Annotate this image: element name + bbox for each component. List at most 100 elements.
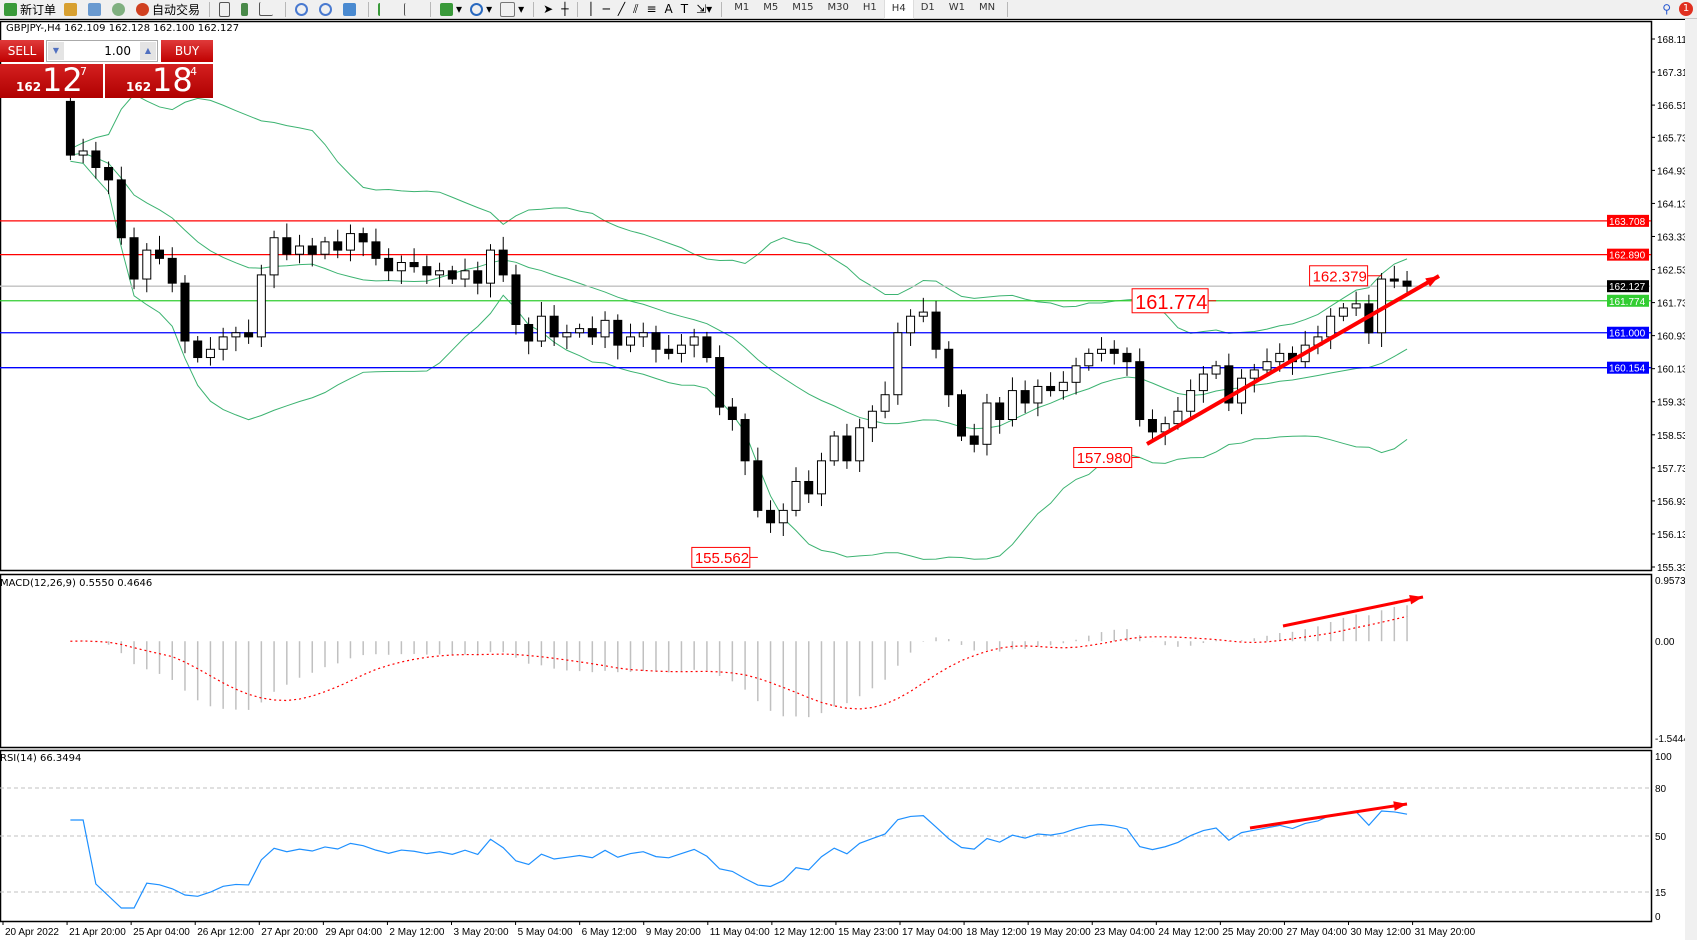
candlestick-button[interactable]	[237, 0, 255, 18]
candle-bullish	[205, 348, 215, 359]
candle-bullish	[918, 311, 928, 317]
text-label-icon: T	[680, 2, 689, 16]
bar-chart-button[interactable]	[215, 0, 237, 18]
bollinger-band-upper	[70, 93, 1408, 334]
price-tick-label: 158.530	[1657, 431, 1694, 442]
timeframe-m5[interactable]: M5	[763, 2, 779, 13]
rsi-label: RSI(14) 66.3494	[0, 753, 82, 764]
timeframe-m30[interactable]: M30	[827, 2, 849, 13]
indicators-button[interactable]: ▾	[436, 0, 466, 18]
navigator-icon	[64, 2, 78, 16]
lot-decrease-button[interactable]: ▼	[48, 42, 64, 60]
separator	[285, 1, 287, 17]
macd-axis-label: 0.9573	[1655, 576, 1686, 587]
rsi-axis-label: 0	[1655, 912, 1661, 923]
candle-bearish	[473, 270, 483, 284]
lot-increase-button[interactable]: ▲	[140, 42, 156, 60]
sell-price[interactable]: 162 12 7	[0, 61, 103, 99]
candle-bearish	[384, 257, 394, 272]
cursor-button[interactable]: ➤	[539, 0, 557, 18]
candle-bearish	[740, 419, 750, 462]
price-level-tag	[1607, 248, 1649, 261]
candle-bearish	[766, 509, 776, 524]
equidistant-channel-button[interactable]: ⫽	[629, 0, 642, 18]
crosshair-icon: ┼	[561, 2, 569, 16]
chart-shift-icon	[404, 2, 418, 16]
notification-badge: 1	[1679, 2, 1693, 16]
sell-button[interactable]: SELL	[0, 40, 44, 62]
timeframe-mn[interactable]: MN	[979, 2, 996, 13]
signals-button[interactable]	[108, 0, 132, 18]
crosshair-button[interactable]: ┼	[557, 0, 572, 18]
price-level-tag-text: 161.774	[1609, 297, 1646, 308]
new-order-button[interactable]: 新订单	[0, 0, 60, 18]
text-label-button[interactable]: T	[677, 0, 692, 18]
lot-size-field[interactable]: ▼ 1.00 ▲	[46, 40, 158, 62]
candle-bullish	[1275, 352, 1285, 363]
scrollbar[interactable]	[1685, 19, 1697, 940]
zoom-in-button[interactable]	[291, 0, 315, 18]
sell-price-fraction: 7	[80, 65, 87, 78]
candle-bearish	[842, 435, 852, 462]
timeframe-w1[interactable]: W1	[948, 2, 965, 13]
timeframe-h4[interactable]: H4	[883, 0, 914, 19]
candle-bearish	[422, 266, 432, 276]
notifications-button[interactable]: 1	[1675, 0, 1697, 18]
price-tick-label: 161.730	[1657, 299, 1694, 310]
horizontal-line-button[interactable]: ─	[599, 0, 614, 18]
time-axis-label: 25 Apr 04:00	[133, 927, 190, 938]
candlestick-icon	[241, 2, 249, 16]
terminal-button[interactable]	[84, 0, 108, 18]
tile-windows-button[interactable]	[339, 0, 363, 18]
search-button[interactable]: ⚲	[1658, 0, 1675, 18]
candle-bearish	[664, 348, 674, 354]
template-icon	[500, 1, 516, 17]
buy-button[interactable]: BUY	[161, 40, 213, 62]
chart-shift-button[interactable]	[400, 0, 425, 18]
macd-axis-label: 0.00	[1655, 637, 1675, 648]
candle-bearish	[1109, 348, 1119, 354]
vertical-line-icon: │	[587, 2, 595, 16]
line-chart-button[interactable]	[255, 0, 280, 18]
text-button[interactable]: A	[661, 0, 677, 18]
rsi-axis-label: 50	[1655, 832, 1667, 843]
vertical-line-button[interactable]: │	[583, 0, 598, 18]
candle-bearish	[1389, 278, 1399, 282]
autoscroll-button[interactable]	[374, 0, 400, 18]
timeframe-m15[interactable]: M15	[792, 2, 814, 13]
candle-bearish	[702, 336, 712, 359]
candle-bearish	[307, 245, 317, 255]
candle-bullish	[1186, 390, 1196, 412]
time-axis-label: 27 Apr 20:00	[261, 927, 318, 938]
candle-bullish	[1173, 410, 1183, 425]
timeframe-h1[interactable]: H1	[862, 2, 877, 13]
candle-bearish	[511, 274, 521, 325]
zoom-out-button[interactable]	[315, 0, 339, 18]
line-chart-icon	[259, 2, 274, 16]
trendline-button[interactable]: ╱	[614, 0, 629, 18]
price-annotation: 155.562	[695, 550, 749, 567]
trend-arrow	[1146, 274, 1440, 446]
candle-bullish	[435, 270, 445, 276]
auto-trading-icon	[136, 2, 150, 16]
templates-button[interactable]: ▾	[496, 0, 528, 18]
buy-price[interactable]: 162 18 4	[105, 61, 213, 99]
navigator-button[interactable]	[60, 0, 84, 18]
timeframe-d1[interactable]: D1	[920, 2, 935, 13]
periods-button[interactable]: ▾	[466, 0, 496, 18]
auto-trading-button[interactable]: 自动交易	[132, 0, 204, 18]
search-icon: ⚲	[1662, 2, 1671, 16]
arrows-button[interactable]: ⇲▾	[692, 0, 716, 18]
candle-bearish	[969, 435, 979, 445]
time-axis-label: 20 Apr 2022	[5, 927, 59, 938]
candle-bearish	[1147, 419, 1157, 433]
candle-bearish	[244, 332, 254, 338]
fibonacci-button[interactable]: ≡	[642, 0, 660, 18]
time-axis-label: 17 May 04:00	[902, 927, 963, 938]
candle-bullish	[78, 150, 88, 156]
timeframe-m1[interactable]: M1	[734, 2, 750, 13]
candle-bearish	[1020, 390, 1030, 404]
price-tick-label: 164.930	[1657, 166, 1694, 177]
candle-bearish	[995, 402, 1005, 421]
